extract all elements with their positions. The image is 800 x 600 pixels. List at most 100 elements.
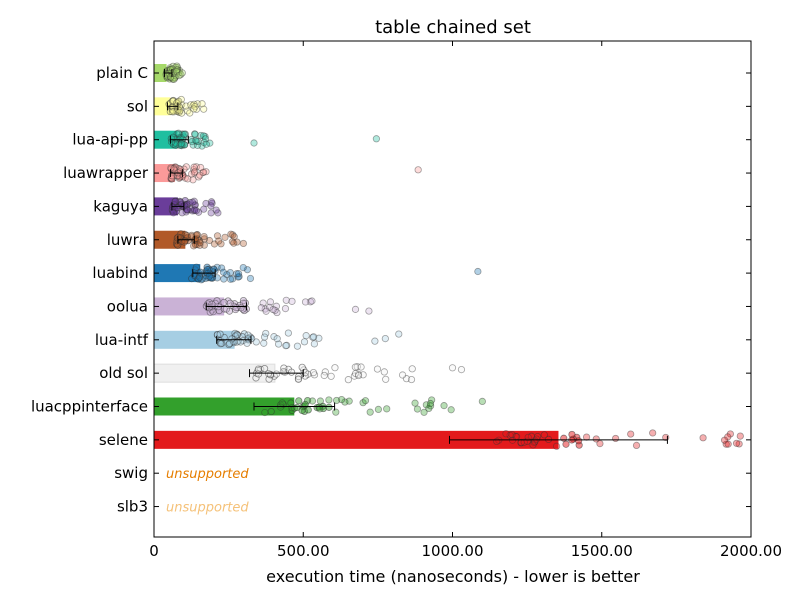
sample-point — [231, 329, 239, 337]
sample-point — [171, 164, 179, 172]
sample-point — [176, 141, 184, 150]
sample-point — [425, 404, 433, 413]
sample-point — [321, 368, 329, 376]
sample-point — [447, 406, 455, 414]
sample-point — [699, 434, 707, 442]
sample-point — [207, 209, 215, 217]
sample-point — [279, 368, 287, 376]
sample-point — [196, 241, 204, 249]
sample-point — [575, 437, 583, 445]
sample-point — [341, 398, 349, 406]
sample-point — [325, 396, 333, 404]
sample-point — [215, 237, 223, 245]
sample-point — [182, 208, 190, 216]
sample-point — [273, 308, 281, 317]
sample-point — [189, 101, 197, 110]
samples-kaguya — [168, 197, 222, 217]
sample-point — [338, 395, 346, 404]
sample-point — [169, 209, 178, 217]
sample-point — [736, 432, 744, 440]
sample-point — [181, 174, 189, 182]
sample-point — [316, 397, 324, 405]
sample-point — [246, 274, 255, 283]
sample-point — [252, 338, 260, 346]
sample-point — [508, 430, 516, 439]
sample-point — [235, 272, 243, 281]
sample-point — [427, 402, 435, 410]
y-tick-label: lua-intf — [95, 331, 149, 349]
sample-point — [493, 437, 501, 446]
sample-point — [261, 305, 269, 313]
sample-point — [266, 298, 275, 306]
sample-point — [193, 100, 202, 108]
sample-point — [177, 200, 186, 208]
sample-point — [373, 365, 382, 373]
sample-point — [170, 164, 178, 173]
sample-point — [309, 333, 317, 341]
y-tick-label: luabind — [92, 264, 148, 282]
sample-point — [175, 69, 183, 77]
sample-point — [315, 403, 323, 411]
sample-point — [190, 169, 198, 177]
sample-point — [220, 305, 228, 313]
sample-point — [197, 163, 205, 172]
sample-point — [193, 141, 202, 149]
sample-point — [189, 141, 197, 149]
sample-point — [173, 62, 181, 70]
sample-point — [354, 370, 363, 378]
sample-point — [221, 233, 229, 241]
sample-point — [220, 275, 228, 283]
sample-point — [191, 130, 199, 138]
sample-point — [398, 371, 407, 379]
sample-point — [282, 296, 290, 304]
sample-point — [180, 141, 189, 149]
sample-point — [233, 238, 241, 246]
sample-point — [184, 175, 192, 183]
sample-point — [261, 408, 269, 417]
sample-point — [234, 273, 242, 281]
samples-luacppinterface — [261, 395, 486, 417]
plot-frame — [153, 40, 752, 538]
sample-point — [735, 440, 743, 448]
sample-point — [271, 306, 279, 314]
sample-point — [350, 372, 358, 380]
sample-point — [192, 136, 200, 145]
sample-point — [236, 338, 245, 346]
sample-point — [210, 265, 218, 274]
sample-point — [191, 201, 199, 209]
sample-point — [190, 163, 198, 171]
unsupported-label: unsupported — [166, 501, 249, 516]
outlier-point — [372, 135, 380, 143]
sample-point — [632, 441, 641, 449]
sample-point — [172, 67, 181, 76]
x-tick-label: 500.00 — [277, 542, 330, 560]
sample-point — [724, 440, 732, 448]
sample-point — [265, 303, 274, 311]
sample-point — [649, 429, 657, 437]
sample-point — [193, 240, 201, 249]
sample-point — [213, 297, 221, 305]
sample-point — [175, 66, 183, 74]
sample-point — [592, 435, 600, 443]
sample-point — [194, 275, 202, 283]
sample-point — [169, 97, 177, 105]
sample-point — [293, 403, 301, 412]
sample-point — [243, 266, 252, 274]
sample-point — [272, 370, 281, 378]
sample-point — [209, 308, 217, 316]
sample-point — [310, 340, 318, 348]
sample-point — [239, 296, 248, 305]
sample-point — [169, 103, 177, 111]
sample-point — [177, 133, 185, 142]
sample-point — [191, 201, 199, 209]
sample-point — [201, 135, 210, 143]
sample-point — [187, 205, 195, 214]
sample-point — [226, 339, 234, 348]
y-tick-label: luwra — [107, 231, 148, 249]
sample-point — [167, 138, 176, 146]
sample-point — [257, 304, 265, 312]
sample-point — [276, 403, 285, 411]
sample-point — [190, 197, 198, 205]
x-axis-title: execution time (nanoseconds) - lower is … — [266, 567, 640, 586]
